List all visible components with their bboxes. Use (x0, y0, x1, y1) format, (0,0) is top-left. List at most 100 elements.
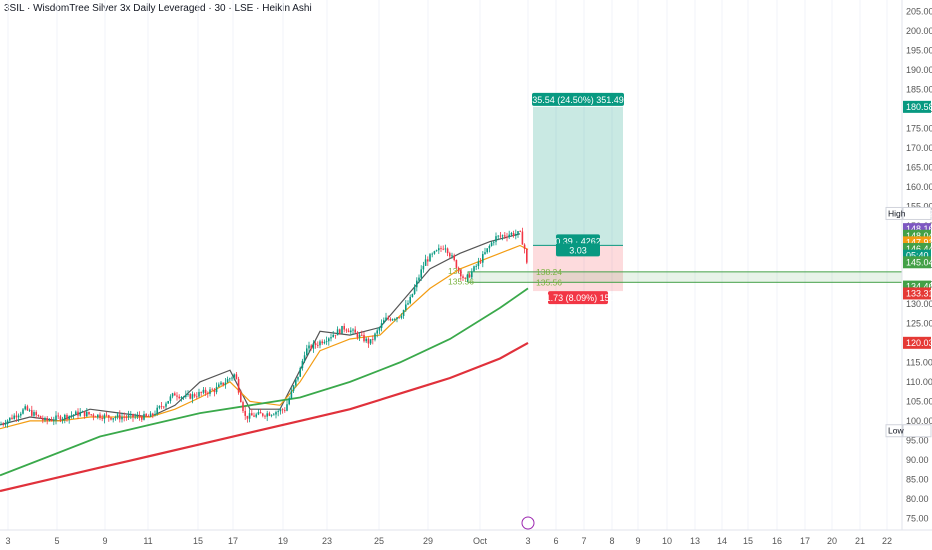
candle-body (248, 413, 251, 419)
x-tick-label: 9 (102, 536, 107, 546)
candle-body (299, 368, 301, 377)
candle-body (521, 231, 524, 245)
x-tick-label: 22 (882, 536, 892, 546)
candle-body (402, 309, 405, 317)
candle-body (253, 415, 255, 417)
candle-body (336, 329, 339, 336)
candle-body (167, 401, 169, 404)
candle-body (147, 415, 150, 417)
candle-body (462, 276, 464, 278)
candle-body (37, 415, 40, 417)
candle-body (501, 235, 504, 237)
candle-body (508, 234, 510, 238)
candle-body (220, 382, 222, 385)
candle-body (83, 411, 86, 417)
chart-title: 3SIL · WisdomTree Silver 3x Daily Levera… (4, 3, 312, 14)
y-tick-label: 130.00 (906, 299, 932, 309)
y-tick-label: 85.00 (906, 474, 929, 484)
mid-label-1: 0.39 · 4262 (555, 236, 601, 246)
candle-body (297, 376, 299, 380)
candle-body (350, 330, 352, 333)
candle-body (31, 410, 33, 416)
price-tag: 145.04 (906, 257, 932, 267)
candle-body (422, 265, 425, 270)
candle-body (79, 412, 81, 416)
candle-body (279, 409, 282, 412)
candle-body (2, 424, 4, 426)
candle-body (215, 386, 218, 393)
candle-body (130, 413, 132, 416)
candle-body (400, 316, 403, 318)
candle-body (292, 385, 295, 391)
candle-body (380, 323, 383, 328)
candle-body (209, 389, 211, 394)
x-tick-label: Oct (473, 536, 488, 546)
price-axis: 75.00 80.00 85.00 90.00 95.00 100.00 105.00 110… (885, 0, 932, 530)
zone-bottom-label: 135.56 (536, 277, 562, 287)
candle-body (198, 392, 200, 397)
price-tag: 133.31 (906, 288, 932, 298)
candle-body (345, 329, 348, 331)
candle-body (358, 334, 361, 338)
candle-body (449, 253, 451, 257)
y-tick-label: 80.00 (906, 494, 929, 504)
candle-body (323, 341, 326, 344)
candle-body (237, 379, 240, 393)
candle-body (132, 413, 134, 418)
candle-body (174, 393, 176, 396)
candle-body (171, 393, 174, 397)
x-tick-label: 16 (772, 536, 782, 546)
candle-body (24, 406, 26, 410)
candle-body (15, 415, 18, 418)
x-tick-label: 15 (193, 536, 203, 546)
candle-body (68, 415, 70, 420)
candle-body (471, 271, 473, 278)
candle-body (466, 274, 469, 278)
candle-body (11, 417, 13, 419)
candle-body (317, 345, 319, 346)
candle-body (330, 337, 332, 339)
candle-body (266, 413, 268, 417)
candle-body (268, 413, 271, 416)
candle-body (389, 318, 392, 321)
candle-body (72, 414, 75, 416)
candle-body (457, 267, 460, 271)
candle-body (517, 231, 519, 235)
candle-body (141, 417, 143, 420)
price-tag-bg (903, 287, 931, 300)
price-tag-bg (902, 424, 932, 438)
candle-body (182, 397, 185, 398)
y-tick-label: 90.00 (906, 455, 929, 465)
y-tick-label: 125.00 (906, 318, 932, 328)
candle-body (431, 253, 433, 255)
loss-label: 11.73 (8.09%) 150 (541, 293, 614, 303)
candle-body (246, 415, 249, 419)
x-tick-label: 13 (690, 536, 700, 546)
ma_fast-line (0, 233, 521, 426)
candle-body (255, 414, 257, 417)
candle-body (281, 409, 284, 411)
candle-body (396, 317, 398, 320)
candle-body (479, 261, 482, 263)
price-tag-bg (902, 206, 932, 220)
candle-body (416, 280, 418, 288)
candle-body (486, 248, 488, 253)
candle-body (240, 392, 242, 403)
candle-body (482, 254, 484, 263)
candle-body (409, 296, 411, 304)
candle-body (97, 414, 99, 418)
candle-body (435, 250, 438, 252)
x-tick-label: 19 (278, 536, 288, 546)
candle-body (387, 317, 389, 319)
candle-body (55, 415, 57, 421)
candle-body (495, 236, 497, 242)
candle-body (424, 259, 427, 266)
candle-body (13, 415, 15, 419)
candle-body (310, 345, 312, 349)
time-axis: 3 5 9 11 15 17 19 23 25 29 Oct 3 6 7 8 9 10 13 14 15 16 17 20 2… (0, 516, 932, 546)
x-tick-label: 17 (800, 536, 810, 546)
candle-body (367, 338, 370, 344)
candle-body (213, 389, 216, 393)
candle-body (46, 418, 48, 421)
